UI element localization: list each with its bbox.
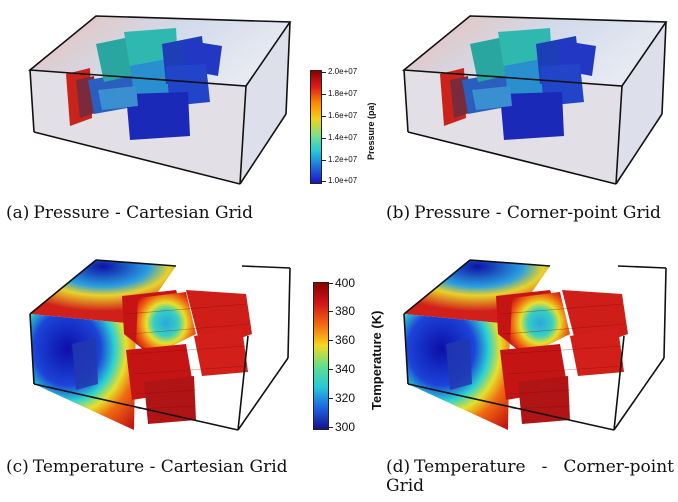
- caption-d-tag: (d): [386, 457, 411, 477]
- pressure-tick-label: 1.4e+07: [321, 133, 358, 142]
- panel-b-pressure-cornerpoint: [400, 10, 672, 190]
- temperature-cornerpoint-render: [403, 259, 667, 431]
- pressure-cartesian-render: [27, 15, 292, 185]
- pressure-tick-label: 2.0e+07: [321, 67, 358, 76]
- temperature-colorbar-gradient: [313, 282, 329, 430]
- pressure-colorbar-title: Pressure (pa): [366, 102, 376, 160]
- temperature-tick-label: 300: [327, 420, 356, 434]
- temperature-tick-label: 340: [327, 362, 356, 376]
- pressure-cornerpoint-render: [401, 15, 668, 185]
- temperature-colorbar-title: Temperature (K): [369, 310, 384, 410]
- caption-b-tag: (b): [386, 203, 411, 223]
- caption-c: (c) Temperature - Cartesian Grid: [6, 458, 298, 477]
- panel-c-temperature-cartesian: [26, 254, 296, 432]
- temperature-tick-label: 380: [327, 304, 356, 318]
- temperature-tick-label: 400: [327, 276, 356, 290]
- caption-a: (a) Pressure - Cartesian Grid: [6, 204, 306, 223]
- caption-c-tag: (c): [6, 457, 29, 477]
- pressure-tick-label: 1.6e+07: [321, 111, 358, 120]
- caption-c-text: Temperature - Cartesian Grid: [32, 457, 288, 477]
- temperature-tick-label: 320: [327, 391, 356, 405]
- panel-a-pressure-cartesian: [26, 10, 296, 190]
- pressure-tick-label: 1.0e+07: [321, 176, 358, 185]
- caption-a-text: Pressure - Cartesian Grid: [33, 203, 254, 223]
- panel-d-temperature-cornerpoint: [400, 254, 672, 432]
- pressure-colorbar: 2.0e+07 1.8e+07 1.6e+07 1.4e+07 1.2e+07 …: [310, 67, 400, 190]
- caption-b: (b) Pressure - Corner-point Grid: [386, 204, 674, 223]
- temperature-tick-label: 360: [327, 333, 356, 347]
- temperature-cartesian-render: [29, 259, 291, 431]
- pressure-colorbar-gradient: [310, 70, 322, 184]
- caption-a-tag: (a): [6, 203, 30, 223]
- caption-d-text: Temperature - Corner-point Grid: [386, 457, 674, 496]
- pressure-tick-label: 1.2e+07: [321, 155, 358, 164]
- temperature-colorbar: 400 380 360 340 320 300 Temperature (K): [313, 276, 403, 437]
- caption-d: (d) Temperature - Corner-point Grid: [386, 458, 674, 496]
- caption-b-text: Pressure - Corner-point Grid: [414, 203, 661, 223]
- pressure-tick-label: 1.8e+07: [321, 89, 358, 98]
